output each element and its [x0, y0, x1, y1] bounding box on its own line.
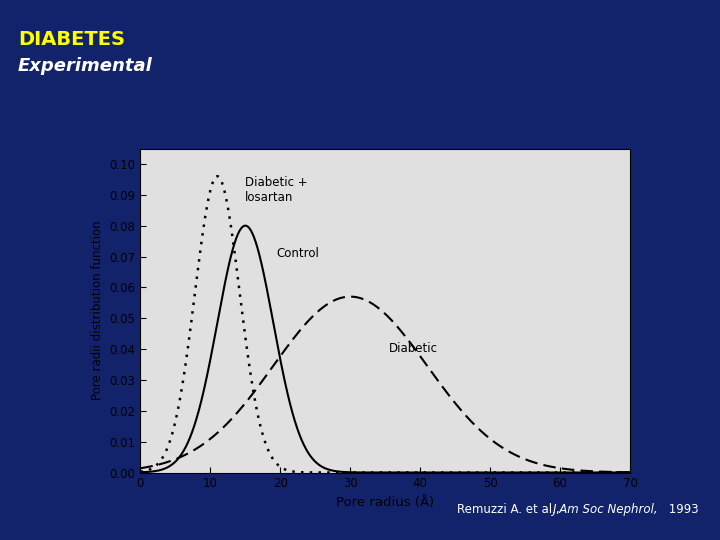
Text: DIABETES: DIABETES	[18, 30, 125, 49]
Y-axis label: Pore radii distribution function: Pore radii distribution function	[91, 221, 104, 400]
Text: Experimental: Experimental	[18, 57, 153, 75]
X-axis label: Pore radius (Å): Pore radius (Å)	[336, 496, 434, 509]
Text: Diabetic +
losartan: Diabetic + losartan	[246, 176, 308, 204]
Text: J Am Soc Nephrol,: J Am Soc Nephrol,	[553, 503, 659, 516]
Text: 1993: 1993	[665, 503, 698, 516]
Text: Control: Control	[276, 247, 320, 260]
Text: Remuzzi A. et al.,: Remuzzi A. et al.,	[457, 503, 564, 516]
Text: Diabetic: Diabetic	[389, 342, 438, 355]
